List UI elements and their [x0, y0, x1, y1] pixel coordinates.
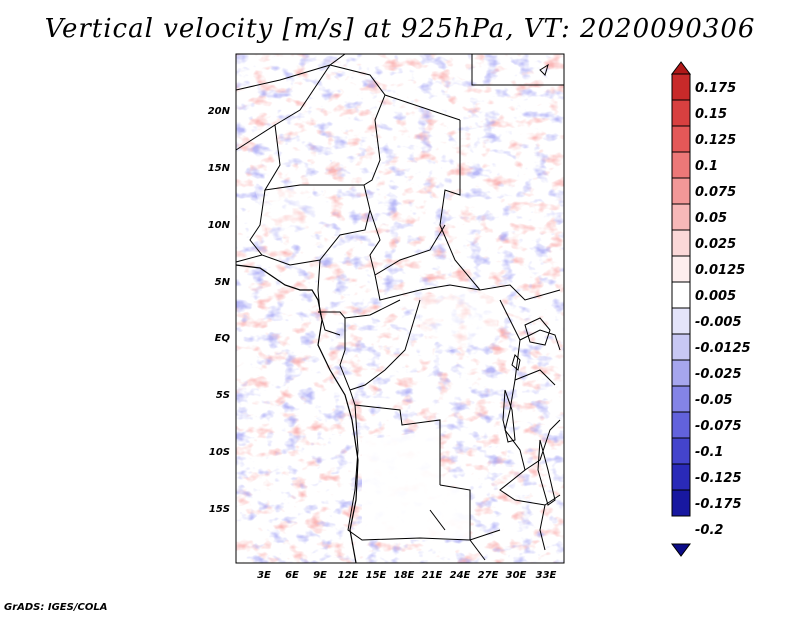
colorbar-max-triangle [671, 61, 691, 75]
colorbar-box [671, 333, 691, 361]
colorbar-box [671, 125, 691, 153]
lon-label: 15E [366, 570, 387, 581]
lon-label: 24E [450, 570, 471, 581]
colorbar-label: -0.025 [695, 367, 742, 382]
colorbar-label: 0.025 [695, 237, 736, 252]
colorbar-label: -0.175 [695, 497, 742, 512]
latitude-labels: 20N 15N 10N 5N EQ 5S 10S 15S [208, 106, 231, 515]
lon-label: 27E [478, 570, 499, 581]
lat-label: 10N [208, 220, 231, 231]
colorbar-box [671, 177, 691, 205]
lon-label: 12E [338, 570, 359, 581]
lon-label: 33E [536, 570, 557, 581]
colorbar-box [671, 437, 691, 465]
colorbar-box [671, 489, 691, 517]
colorbar-label: 0.125 [695, 133, 736, 148]
colorbar-box [671, 411, 691, 439]
colorbar-label: 0.05 [695, 211, 727, 226]
lat-label: 15S [209, 504, 230, 515]
colorbar-label: 0.15 [695, 107, 727, 122]
colorbar-label: -0.125 [695, 471, 742, 486]
colorbar-label: -0.2 [695, 523, 723, 538]
lat-label: 5N [215, 277, 231, 288]
colorbar-label: -0.005 [695, 315, 742, 330]
colorbar-box [671, 359, 691, 387]
colorbar-min-triangle [671, 543, 691, 557]
coastline [235, 264, 359, 564]
colorbar-box [671, 203, 691, 231]
colorbar-label: -0.075 [695, 419, 742, 434]
grads-credit: GrADS: IGES/COLA [4, 602, 108, 613]
chart-title: Vertical velocity [m/s] at 925hPa, VT: 2… [44, 14, 756, 44]
colorbar-box [671, 99, 691, 127]
colorbar-label: 0.175 [695, 81, 736, 96]
lon-label: 3E [257, 570, 271, 581]
colorbar-box [671, 151, 691, 179]
colorbar-box [671, 255, 691, 283]
map-frame [235, 53, 565, 564]
lat-label: 5S [216, 390, 230, 401]
lat-label: 15N [208, 163, 231, 174]
lon-label: 6E [285, 570, 299, 581]
colorbar-boxes [671, 73, 691, 517]
longitude-labels: 3E 6E 9E 12E 15E 18E 21E 24E 27E 30E 33E [257, 570, 556, 581]
vertical-velocity-field [236, 54, 564, 563]
lat-label: 20N [208, 106, 231, 117]
colorbar-box [671, 307, 691, 335]
colorbar-box [671, 73, 691, 101]
colorbar-label: 0.075 [695, 185, 736, 200]
colorbar-label: -0.1 [695, 445, 723, 460]
colorbar-label: 0.0125 [695, 263, 745, 278]
colorbar-box [671, 229, 691, 257]
lon-label: 9E [313, 570, 327, 581]
colorbar-label: -0.05 [695, 393, 732, 408]
colorbar-label: 0.005 [695, 289, 736, 304]
colorbar-box [671, 281, 691, 309]
lon-label: 30E [506, 570, 527, 581]
great-lakes [502, 63, 556, 506]
lat-label: 10S [209, 447, 230, 458]
colorbar: 0.175 0.15 0.125 0.1 0.075 0.05 0.025 0.… [671, 61, 751, 557]
colorbar-label: -0.0125 [695, 341, 751, 356]
lon-label: 18E [394, 570, 415, 581]
colorbar-box [671, 463, 691, 491]
colorbar-label: 0.1 [695, 159, 718, 174]
lat-label: EQ [215, 333, 231, 344]
lon-label: 21E [422, 570, 443, 581]
colorbar-box [671, 385, 691, 413]
